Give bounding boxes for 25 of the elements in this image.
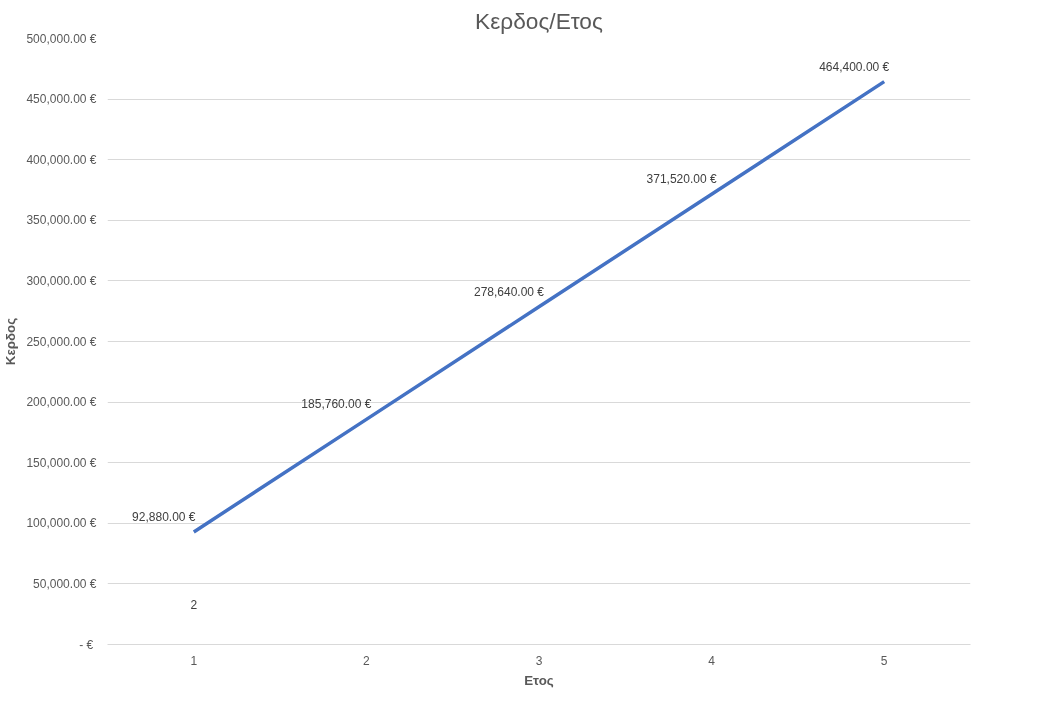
x-tick-label: 4 (708, 653, 716, 668)
annotation: 2 (190, 598, 198, 612)
y-tick-label: 500,000.00 € (26, 31, 97, 46)
y-tick-label: 200,000.00 € (26, 395, 97, 410)
y-tick-label: 300,000.00 € (26, 273, 97, 288)
x-tick-label: 5 (880, 653, 888, 668)
x-axis-title: Ετος (524, 672, 554, 688)
data-label: 371,520.00 € (646, 172, 717, 187)
y-axis-title: Κερδος (3, 317, 19, 366)
y-tick-label: 350,000.00 € (26, 213, 97, 228)
y-tick-label: 250,000.00 € (26, 334, 97, 349)
data-label: 92,880.00 € (132, 509, 196, 524)
y-tick-label: 150,000.00 € (26, 455, 97, 470)
x-tick-label: 3 (535, 653, 543, 668)
chart-title: Κερδος/Ετος (475, 7, 603, 34)
y-tick-label: 100,000.00 € (26, 516, 97, 531)
y-tick-label: 50,000.00 € (33, 576, 97, 591)
x-tick-label: 2 (363, 653, 371, 668)
y-tick-label: - € (79, 637, 94, 652)
data-label: 464,400.00 € (819, 59, 890, 74)
data-label: 185,760.00 € (301, 397, 372, 412)
x-tick-label: 1 (190, 653, 198, 668)
data-label: 278,640.00 € (473, 284, 545, 299)
y-tick-label: 400,000.00 € (26, 152, 97, 167)
y-tick-label: 450,000.00 € (26, 92, 97, 107)
